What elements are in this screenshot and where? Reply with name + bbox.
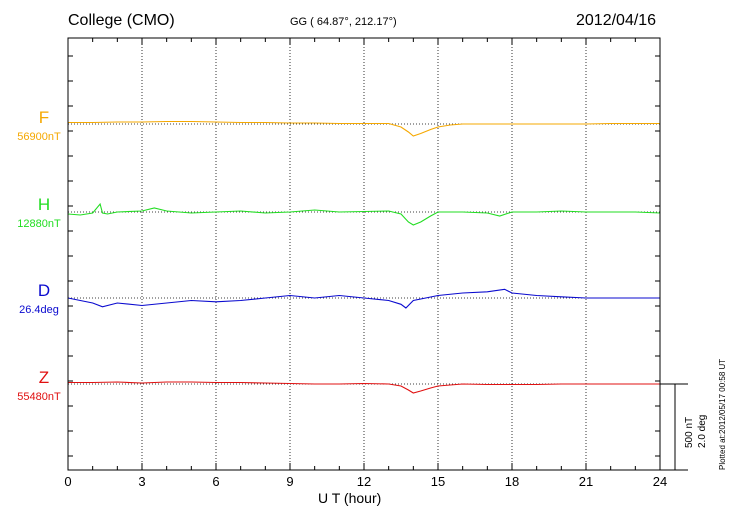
x-tick-label: 9 <box>286 474 294 489</box>
x-axis-label: U T (hour) <box>318 490 382 506</box>
series-line-F <box>68 120 660 137</box>
grid <box>141 38 587 470</box>
x-tick-label: 6 <box>212 474 220 489</box>
date-label: 2012/04/16 <box>576 12 657 29</box>
scale-bar <box>660 383 688 471</box>
x-tick-label: 24 <box>652 474 668 489</box>
ticks <box>67 38 661 470</box>
channel-label-D: D <box>37 281 51 300</box>
station-title: College (CMO) <box>68 12 175 29</box>
channel-baseline-F: 56900nT <box>17 131 61 143</box>
series-group <box>67 120 661 394</box>
coordinates-label: GG ( 64.87°, 212.17°) <box>290 16 397 28</box>
x-tick-label: 21 <box>578 474 594 489</box>
channel-baseline-Z: 55480nT <box>17 391 61 403</box>
channel-baseline-H: 12880nT <box>17 218 61 230</box>
series-line-H <box>67 202 661 226</box>
channel-label-Z: Z <box>38 368 50 387</box>
x-tick-label: 18 <box>504 474 520 489</box>
series-line-D <box>67 288 660 309</box>
channel-label-F: F <box>38 108 50 127</box>
x-tick-label: 15 <box>430 474 446 489</box>
x-tick-label: 0 <box>64 474 72 489</box>
x-tick-label: 12 <box>356 474 372 489</box>
x-tick-label: 3 <box>138 474 146 489</box>
series-line-Z <box>68 381 660 394</box>
channel-baseline-D: 26.4deg <box>19 304 59 316</box>
channel-label-H: H <box>37 195 51 214</box>
